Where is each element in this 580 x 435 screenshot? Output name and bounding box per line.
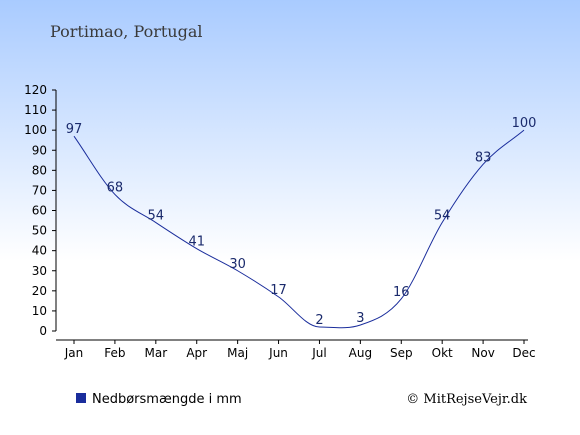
y-tick-label: 70 <box>32 183 47 197</box>
y-tick-label: 60 <box>32 204 47 218</box>
credit-text: © MitRejseVejr.dk <box>406 392 527 407</box>
y-axis-ticks: 0 10 20 30 40 50 60 70 80 90 100 110 120 <box>24 83 56 338</box>
y-tick-label: 50 <box>32 224 47 238</box>
data-label: 100 <box>512 116 537 131</box>
x-tick-label: Feb <box>104 346 125 360</box>
x-tick-label: Jul <box>311 346 326 360</box>
y-tick-label: 0 <box>39 324 47 338</box>
y-tick-label: 20 <box>32 284 47 298</box>
y-tick-label: 100 <box>24 123 47 137</box>
x-tick-label: Sep <box>390 346 413 360</box>
chart-title: Portimao, Portugal <box>50 22 203 41</box>
data-label: 3 <box>356 311 364 326</box>
data-label: 2 <box>315 313 323 328</box>
x-tick-label: Okt <box>432 346 453 360</box>
y-tick-label: 110 <box>24 103 47 117</box>
data-label: 17 <box>270 283 287 298</box>
y-tick-label: 10 <box>32 304 47 318</box>
x-axis-ticks: Jan Feb Mar Apr Maj Jun Jul Aug Sep Okt Nov Dec <box>64 340 536 360</box>
series-line-precipitation <box>73 129 525 329</box>
data-label: 83 <box>475 150 492 165</box>
x-tick-label: Mar <box>144 346 167 360</box>
y-tick-label: 90 <box>32 143 47 157</box>
y-tick-label: 120 <box>24 83 47 97</box>
data-label: 97 <box>66 122 83 137</box>
x-tick-label: Dec <box>512 346 535 360</box>
data-label: 68 <box>107 180 124 195</box>
data-label: 54 <box>434 209 451 224</box>
y-tick-label: 30 <box>32 264 47 278</box>
data-label: 41 <box>188 235 205 250</box>
y-tick-label: 80 <box>32 163 47 177</box>
x-tick-label: Maj <box>227 346 248 360</box>
data-labels: 97 68 54 41 30 17 2 3 16 54 83 100 <box>66 116 537 328</box>
y-tick-label: 40 <box>32 244 47 258</box>
x-tick-label: Nov <box>471 346 494 360</box>
x-tick-label: Jun <box>268 346 288 360</box>
data-label: 30 <box>229 257 246 272</box>
data-label: 16 <box>393 285 410 300</box>
legend-swatch <box>76 393 86 403</box>
data-label: 54 <box>148 209 165 224</box>
x-tick-label: Aug <box>349 346 372 360</box>
legend-label: Nedbørsmængde i mm <box>92 392 242 407</box>
x-tick-label: Jan <box>64 346 84 360</box>
x-tick-label: Apr <box>186 346 207 360</box>
